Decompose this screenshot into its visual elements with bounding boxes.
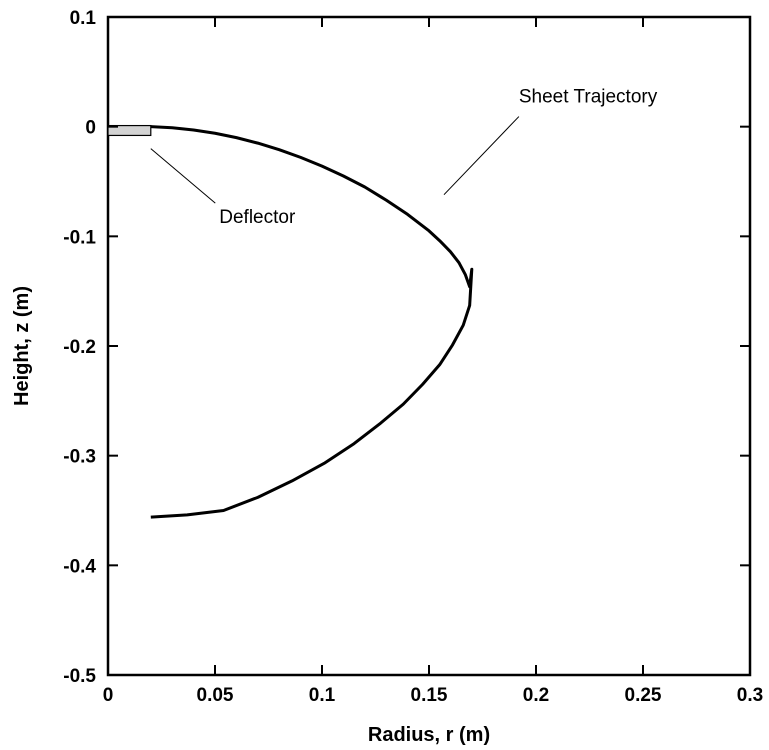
plot-frame: [106, 15, 752, 677]
y-axis-ticks: 0.1 0 -0.1 -0.2 -0.3 -0.4 -0.5: [63, 8, 750, 687]
x-tick-label: 0.15: [411, 685, 448, 706]
sheet-trajectory-line: [150, 125, 474, 519]
x-tick-label: 0.3: [737, 685, 763, 706]
sheet-trajectory-annotation: Sheet Trajectory: [519, 87, 658, 108]
y-axis-title: Height, z (m): [11, 286, 33, 406]
y-tick-label: -0.1: [63, 227, 96, 248]
y-tick-label: 0.1: [70, 8, 97, 29]
y-tick-label: -0.3: [63, 447, 96, 468]
deflector-shape: [107, 124, 152, 137]
sheet-trajectory-pointer: [443, 116, 520, 196]
deflector-annotation: Deflector: [219, 207, 296, 228]
x-tick-label: 0.25: [625, 685, 662, 706]
deflector-pointer: [150, 148, 216, 204]
y-tick-label: -0.5: [63, 666, 96, 687]
y-tick-label: 0: [85, 118, 96, 139]
x-axis-title: Radius, r (m): [368, 724, 490, 746]
y-tick-label: -0.4: [63, 556, 96, 577]
x-tick-label: 0.2: [523, 685, 549, 706]
x-axis-ticks: 0 0.05 0.1 0.15 0.2 0.25 0.3: [103, 17, 763, 706]
x-tick-label: 0.05: [197, 685, 234, 706]
x-tick-label: 0.1: [309, 685, 336, 706]
x-tick-label: 0: [103, 685, 114, 706]
y-tick-label: -0.2: [63, 337, 96, 358]
